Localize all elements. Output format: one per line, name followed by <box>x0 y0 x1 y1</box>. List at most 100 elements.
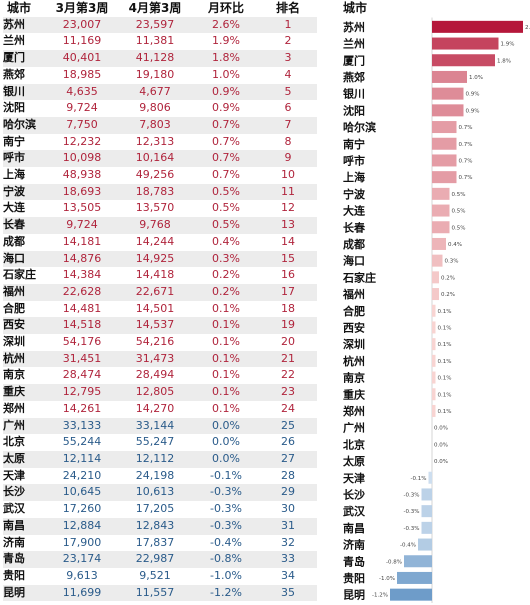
week-march-cell: 14,261 <box>62 401 102 415</box>
category-label: 长沙 <box>343 487 365 501</box>
mom-cell: 0.7% <box>212 134 240 148</box>
bar <box>432 254 443 267</box>
bar <box>404 555 432 568</box>
week-march-cell: 18,985 <box>62 67 102 81</box>
city-cell: 兰州 <box>3 34 25 48</box>
value-label: 0.5% <box>452 209 466 215</box>
mom-cell: 1.8% <box>193 50 259 67</box>
city-cell: 燕郊 <box>3 67 25 81</box>
city-cell: 郑州 <box>3 401 25 415</box>
table-row: 贵阳 9,613 9,521 -1.0% 34 <box>3 568 317 585</box>
mom-cell: -0.8% <box>193 551 259 568</box>
mom-cell: -0.3% <box>193 517 259 535</box>
value-label: 0.1% <box>438 376 452 382</box>
table-row: 苏州 23,007 23,597 2.6% 1 <box>3 16 317 34</box>
city-cell: 武汉 <box>3 502 25 516</box>
week-april-cell: 9,806 <box>139 101 171 115</box>
rank-cell: 28 <box>281 468 295 482</box>
city-cell: 呼市 <box>3 150 47 168</box>
table-row: 上海 48,938 49,256 0.7% 10 <box>3 167 317 184</box>
table-row: 天津 24,210 24,198 -0.1% 28 <box>3 468 317 485</box>
table-row: 北京 55,244 55,247 0.0% 26 <box>3 434 317 451</box>
category-label: 南昌 <box>343 521 365 535</box>
header-week-april: 4月第3周 <box>128 1 182 15</box>
table-header-row: 城市 3月第3周 4月第3周 月环比 排名 <box>3 0 317 17</box>
week-april-cell: 13,570 <box>135 201 175 215</box>
bar <box>432 354 436 367</box>
rank-cell: 18 <box>281 301 295 315</box>
city-cell: 南昌 <box>3 517 47 535</box>
category-label: 武汉 <box>343 504 366 518</box>
mom-cell: -0.1% <box>210 468 242 482</box>
rank-cell: 17 <box>259 283 317 301</box>
bar <box>432 104 464 117</box>
category-label: 杭州 <box>343 354 365 368</box>
city-cell: 沈阳 <box>3 101 25 115</box>
bar <box>390 588 432 601</box>
value-label: 0.9% <box>466 108 480 114</box>
week-march-cell: 9,613 <box>66 568 98 582</box>
week-april-cell: 24,198 <box>135 468 175 482</box>
bar <box>432 388 436 401</box>
week-april-cell: 14,925 <box>117 250 193 268</box>
table-row: 广州 33,133 33,144 0.0% 25 <box>3 417 317 435</box>
week-april-cell: 31,473 <box>117 350 193 368</box>
week-march-cell: 31,451 <box>47 350 117 368</box>
week-april-cell: 14,418 <box>135 268 175 282</box>
category-label: 成都 <box>343 237 365 251</box>
table-row: 武汉 17,260 17,205 -0.3% 30 <box>3 501 317 518</box>
week-april-cell: 49,256 <box>135 168 175 182</box>
mom-cell: 2.6% <box>193 16 259 34</box>
mom-cell: 0.1% <box>212 335 240 349</box>
week-april-cell: 41,128 <box>117 50 193 67</box>
bar <box>432 154 457 167</box>
table-row: 大连 13,505 13,570 0.5% 12 <box>3 200 317 217</box>
week-april-cell: 17,837 <box>135 535 175 549</box>
rank-cell: 20 <box>281 335 295 349</box>
week-march-cell: 14,876 <box>47 250 117 268</box>
bar <box>432 321 436 334</box>
week-april-cell: 11,557 <box>117 584 193 602</box>
table-row: 合肥 14,481 14,501 0.1% 18 <box>3 301 317 318</box>
week-march-cell: 4,635 <box>47 83 117 101</box>
week-april-cell: 28,494 <box>135 368 175 382</box>
bar <box>418 538 432 551</box>
table-row: 宁波 18,693 18,783 0.5% 11 <box>3 183 317 201</box>
category-label: 青岛 <box>343 554 365 568</box>
city-cell: 厦门 <box>3 50 47 67</box>
rank-cell: 27 <box>259 450 317 468</box>
table-row: 郑州 14,261 14,270 0.1% 24 <box>3 401 317 418</box>
category-label: 宁波 <box>343 187 366 201</box>
mom-cell: 0.0% <box>193 450 259 468</box>
bar <box>432 54 495 67</box>
header-week-march: 3月第3周 <box>55 1 109 15</box>
week-march-cell: 14,181 <box>62 234 102 248</box>
week-march-cell: 10,098 <box>47 150 117 168</box>
table-row: 厦门 40,401 41,128 1.8% 3 <box>3 50 317 67</box>
city-cell: 广州 <box>3 417 47 435</box>
value-label: 0.0% <box>434 442 448 448</box>
city-cell: 天津 <box>3 468 25 482</box>
week-april-cell: 7,803 <box>117 116 193 134</box>
week-march-cell: 23,174 <box>47 551 117 568</box>
rank-cell: 25 <box>259 417 317 435</box>
value-label: 2.6% <box>525 25 530 31</box>
week-april-cell: 10,613 <box>117 484 193 502</box>
rank-cell: 19 <box>259 317 317 335</box>
bar <box>432 87 464 100</box>
value-label: 1.0% <box>469 75 483 81</box>
value-label: 0.5% <box>452 192 466 198</box>
value-label: 0.9% <box>466 92 480 98</box>
value-label: 0.1% <box>438 325 452 331</box>
week-april-cell: 23,597 <box>117 16 193 34</box>
rank-cell: 21 <box>259 350 317 368</box>
value-label: 0.4% <box>448 242 462 248</box>
category-label: 太原 <box>342 454 365 468</box>
city-cell: 西安 <box>3 317 47 335</box>
table-row: 济南 17,900 17,837 -0.4% 32 <box>3 535 317 552</box>
value-label: 0.7% <box>459 142 473 148</box>
city-cell: 苏州 <box>3 16 47 34</box>
rank-cell: 4 <box>284 67 292 81</box>
value-label: 0.7% <box>459 125 473 131</box>
value-label: -0.8% <box>386 559 402 565</box>
